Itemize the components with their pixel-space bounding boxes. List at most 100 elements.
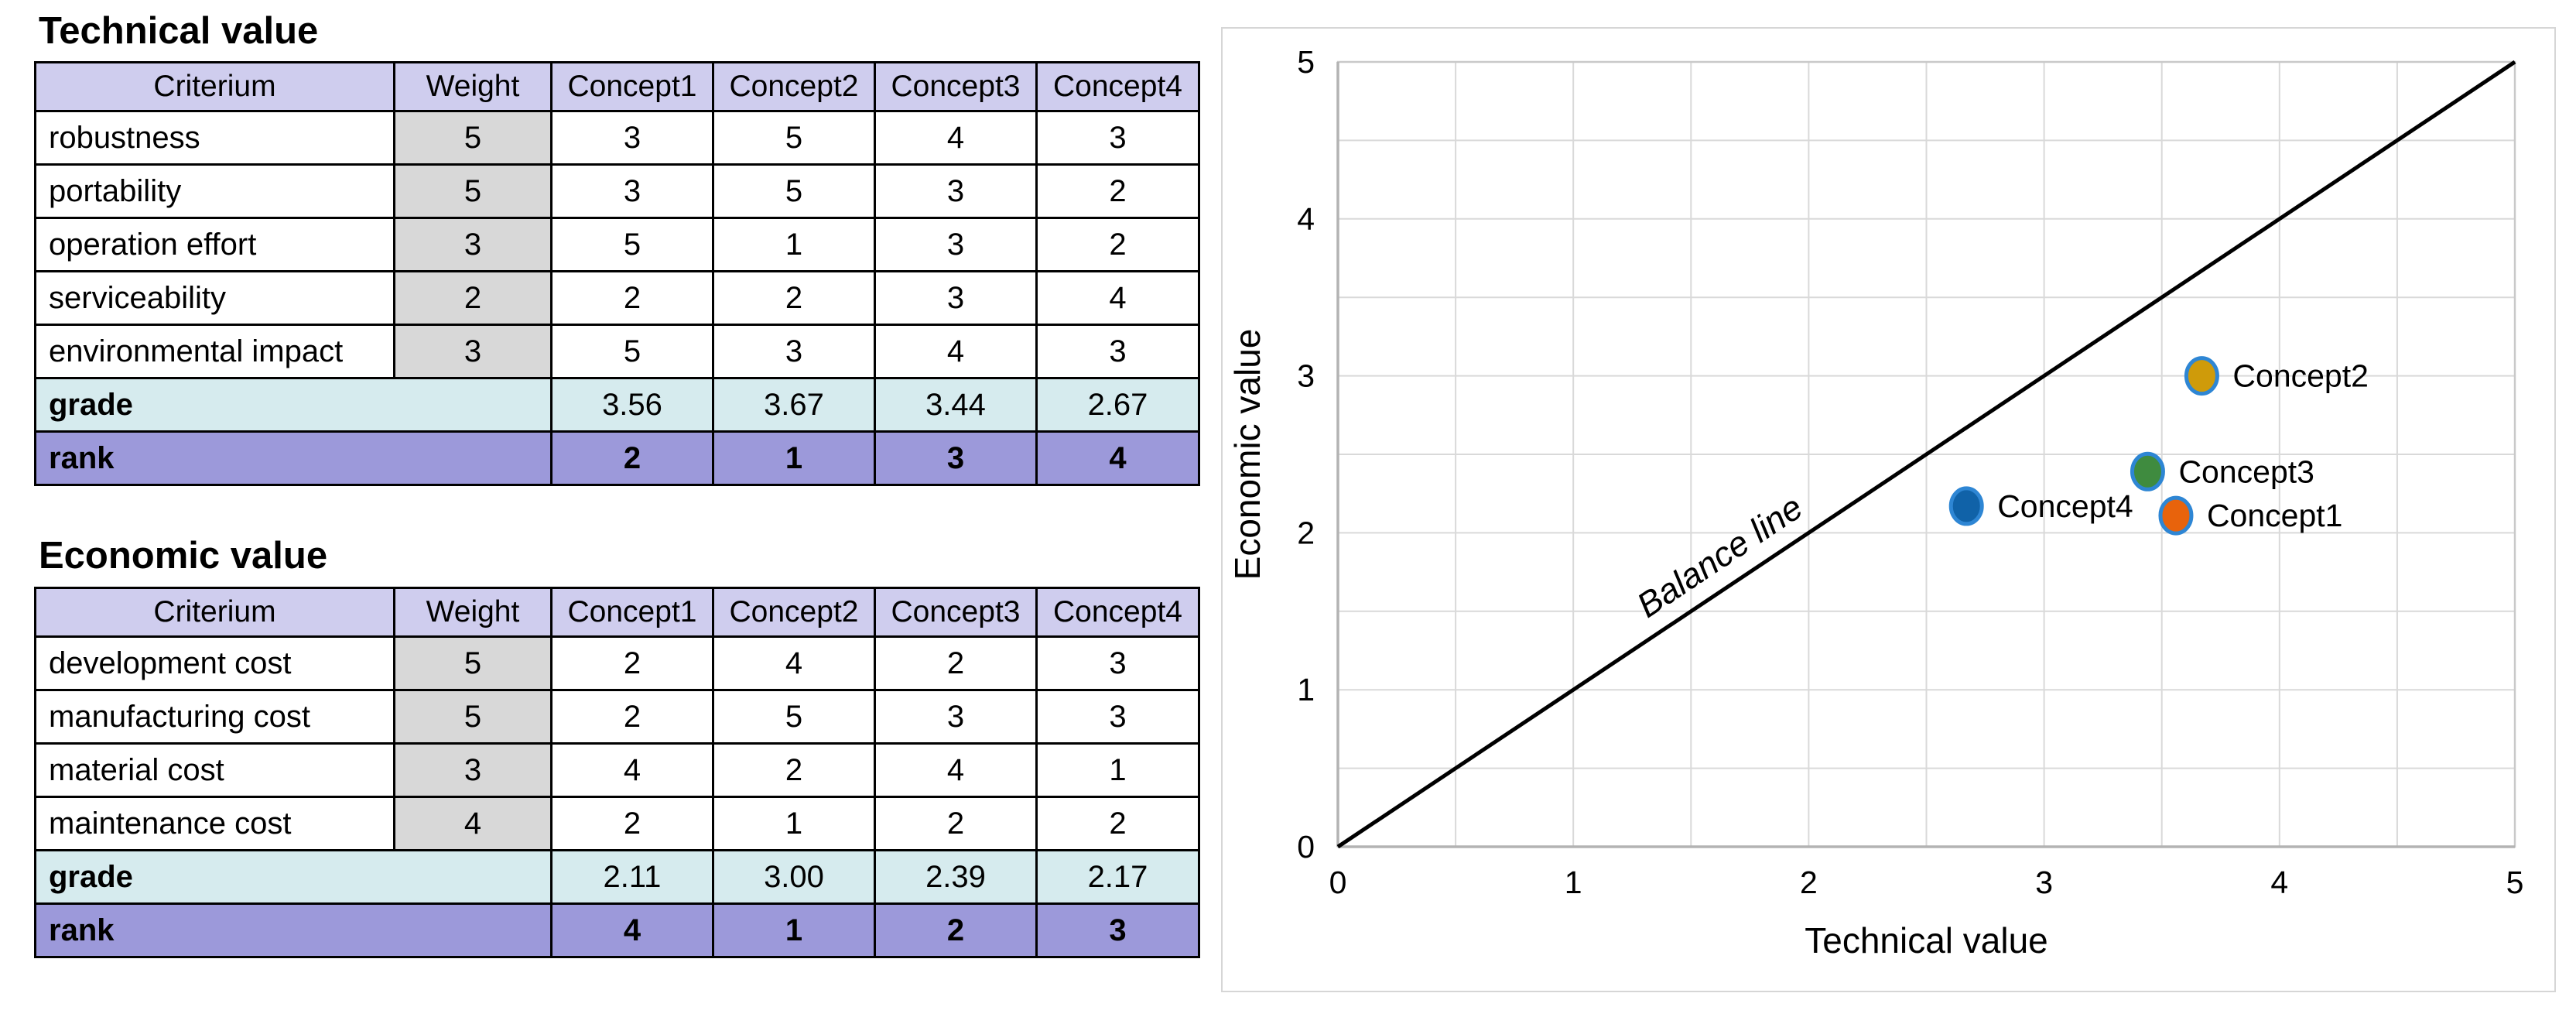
column-header-concept1: Concept1 (550, 587, 714, 638)
weight-cell: 5 (393, 689, 552, 745)
table-row: development cost 5 2 4 2 3 (34, 635, 1200, 691)
data-point-concept4 (1948, 486, 1984, 526)
score-cell: 5 (712, 689, 876, 745)
score-cell: 4 (874, 742, 1038, 798)
score-cell: 5 (712, 110, 876, 166)
rank-label-cell: rank (34, 430, 552, 486)
grade-row: grade 3.56 3.67 3.44 2.67 (34, 377, 1200, 433)
table-row: serviceability 2 2 2 3 4 (34, 270, 1200, 326)
column-header-weight: Weight (393, 61, 552, 112)
score-cell: 4 (874, 110, 1038, 166)
y-axis-title: Economic value (1227, 329, 1267, 580)
data-point-label-concept4: Concept4 (1997, 488, 2133, 524)
y-tick-label: 5 (1297, 44, 1315, 80)
economic-value-table: Criterium Weight Concept1 Concept2 Concept3 C… (34, 587, 1200, 958)
grade-row: grade 2.11 3.00 2.39 2.17 (34, 849, 1200, 905)
score-cell: 3 (874, 270, 1038, 326)
grade-value-cell: 3.56 (550, 377, 714, 433)
table-row: environmental impact 3 5 3 4 3 (34, 324, 1200, 379)
criterium-cell: operation effort (34, 217, 395, 272)
x-axis-title: Technical value (1805, 920, 2048, 961)
score-cell: 5 (550, 324, 714, 379)
rank-value-cell: 2 (550, 430, 714, 486)
grade-value-cell: 3.67 (712, 377, 876, 433)
score-cell: 2 (1035, 163, 1200, 219)
score-cell: 3 (550, 110, 714, 166)
data-point-label-concept3: Concept3 (2178, 454, 2314, 489)
technical-value-title: Technical value (39, 10, 319, 52)
balance-line-label: Balance line (1630, 487, 1809, 625)
rank-value-cell: 4 (550, 902, 714, 958)
column-header-concept4: Concept4 (1035, 61, 1200, 112)
score-cell: 2 (1035, 217, 1200, 272)
column-header-concept2: Concept2 (712, 587, 876, 638)
score-cell: 2 (874, 796, 1038, 851)
criterium-cell: serviceability (34, 270, 395, 326)
y-tick-label: 3 (1297, 358, 1315, 394)
column-header-concept3: Concept3 (874, 587, 1038, 638)
column-header-criterium: Criterium (34, 61, 395, 112)
weight-cell: 3 (393, 742, 552, 798)
y-tick-label: 4 (1297, 201, 1315, 237)
x-tick-label: 1 (1565, 865, 1582, 900)
column-header-concept2: Concept2 (712, 61, 876, 112)
criterium-cell: development cost (34, 635, 395, 691)
table-row: material cost 3 4 2 4 1 (34, 742, 1200, 798)
rank-value-cell: 4 (1035, 430, 1200, 486)
y-tick-label: 0 (1297, 829, 1315, 865)
score-cell: 5 (550, 217, 714, 272)
table-row: manufacturing cost 5 2 5 3 3 (34, 689, 1200, 745)
y-tick-label: 2 (1297, 515, 1315, 550)
weight-cell: 2 (393, 270, 552, 326)
weight-cell: 5 (393, 635, 552, 691)
x-tick-label: 2 (1800, 865, 1818, 900)
y-tick-label: 1 (1297, 672, 1315, 707)
x-tick-label: 3 (2035, 865, 2053, 900)
score-cell: 2 (550, 270, 714, 326)
score-cell: 2 (874, 635, 1038, 691)
header-row: Criterium Weight Concept1 Concept2 Concept3 C… (34, 61, 1200, 112)
score-cell: 4 (550, 742, 714, 798)
rank-label-cell: rank (34, 902, 552, 958)
table-row: robustness 5 3 5 4 3 (34, 110, 1200, 166)
data-point-label-concept1: Concept1 (2207, 498, 2343, 533)
chart-panel: 0 1 2 3 4 5 0 1 2 3 4 5 Technical value Economic valu… (1221, 27, 2556, 992)
score-cell: 2 (1035, 796, 1200, 851)
score-cell: 1 (1035, 742, 1200, 798)
score-cell: 2 (550, 689, 714, 745)
grade-label-cell: grade (34, 849, 552, 905)
rank-row: rank 2 1 3 4 (34, 430, 1200, 486)
score-cell: 3 (712, 324, 876, 379)
score-cell: 5 (712, 163, 876, 219)
score-cell: 3 (1035, 635, 1200, 691)
column-header-concept3: Concept3 (874, 61, 1038, 112)
score-cell: 3 (1035, 689, 1200, 745)
rank-value-cell: 1 (712, 902, 876, 958)
criterium-cell: manufacturing cost (34, 689, 395, 745)
rank-value-cell: 3 (1035, 902, 1200, 958)
grade-value-cell: 2.39 (874, 849, 1038, 905)
x-tick-label: 0 (1329, 865, 1347, 900)
x-tick-label: 4 (2270, 865, 2288, 900)
header-row: Criterium Weight Concept1 Concept2 Concept3 C… (34, 587, 1200, 638)
data-point-concept2 (2184, 356, 2219, 396)
grade-value-cell: 3.00 (712, 849, 876, 905)
score-cell: 1 (712, 796, 876, 851)
criterium-cell: environmental impact (34, 324, 395, 379)
rank-value-cell: 2 (874, 902, 1038, 958)
score-cell: 2 (550, 796, 714, 851)
score-cell: 2 (550, 635, 714, 691)
score-cell: 3 (1035, 324, 1200, 379)
economic-value-title: Economic value (39, 535, 328, 577)
table-row: operation effort 3 5 1 3 2 (34, 217, 1200, 272)
data-point-concept1 (2158, 495, 2194, 536)
score-cell: 1 (712, 217, 876, 272)
score-cell: 4 (1035, 270, 1200, 326)
criterium-cell: material cost (34, 742, 395, 798)
weight-cell: 4 (393, 796, 552, 851)
criterium-cell: robustness (34, 110, 395, 166)
weight-cell: 3 (393, 324, 552, 379)
weight-cell: 5 (393, 110, 552, 166)
column-header-weight: Weight (393, 587, 552, 638)
